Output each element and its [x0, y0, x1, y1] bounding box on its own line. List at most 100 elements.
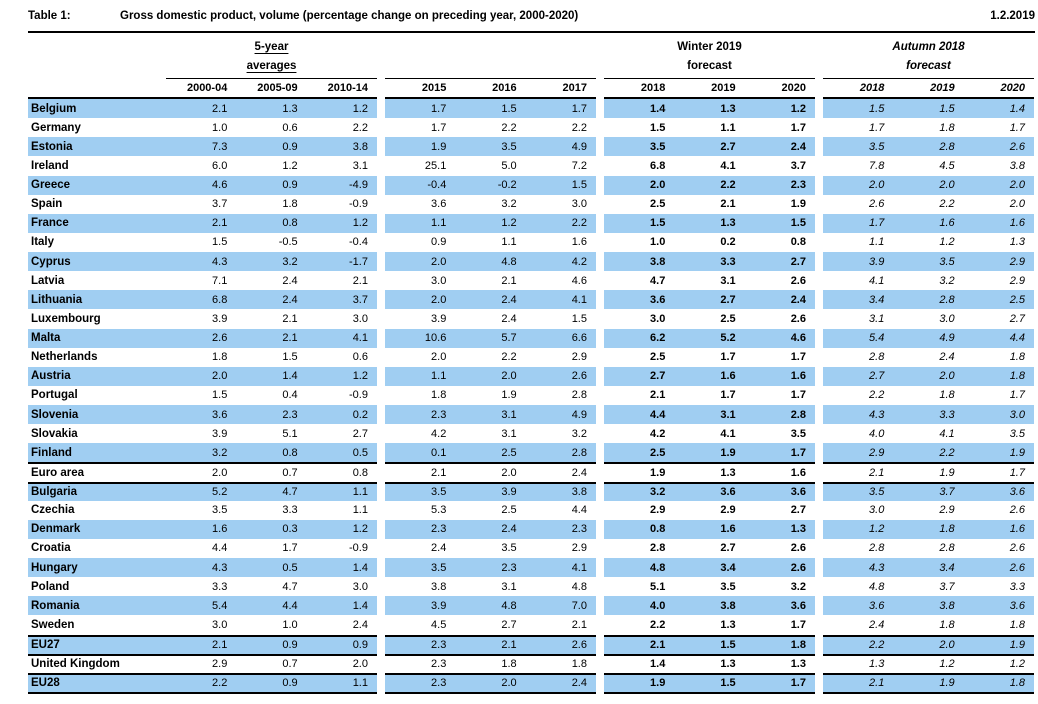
table-row: 4.2 3.1 3.2	[385, 424, 596, 443]
country-label: Lithuania	[31, 293, 83, 306]
value-cell: 4.7	[282, 580, 298, 593]
table-row: 4.0 3.8 3.6	[604, 596, 815, 616]
value-cell: 3.1	[352, 159, 368, 172]
value-cell: 2.7	[790, 255, 806, 268]
value-cell: 2.6	[869, 198, 885, 211]
table-row: -0.4 -0.2 1.5	[385, 175, 596, 195]
country-label: Slovakia	[31, 427, 78, 440]
year-header: 2018	[640, 82, 666, 94]
table-row: 3.2 3.6 3.6	[604, 481, 815, 501]
table-row: 3.4 2.8 2.5	[823, 290, 1034, 310]
year-header: 2020	[781, 82, 806, 94]
value-cell: 4.1	[720, 159, 736, 172]
value-cell: 2.2	[501, 351, 517, 364]
value-cell: 3.8	[1009, 159, 1025, 172]
value-cell: -0.5	[278, 236, 298, 249]
value-cell: 4.7	[650, 274, 666, 287]
value-cell: 1.0	[282, 618, 298, 631]
value-cell: 0.1	[431, 446, 447, 459]
value-cell: 1.3	[720, 217, 736, 230]
table-row: 10.6 5.7 6.6	[385, 328, 596, 348]
value-cell: 2.6	[790, 561, 806, 574]
value-cell: 3.5	[431, 561, 447, 574]
value-cell: 2.1	[501, 639, 517, 652]
value-cell: 2.5	[1009, 293, 1025, 306]
value-cell: 3.5	[790, 427, 806, 440]
value-cell: 0.8	[282, 446, 298, 459]
value-cell: 0.6	[352, 351, 368, 364]
value-cell: 1.9	[790, 198, 806, 211]
table-row: Italy 1.5 -0.5 -0.4	[28, 233, 377, 252]
value-cell: 4.9	[571, 408, 587, 421]
value-cell: 1.8	[282, 198, 298, 211]
table-row: Luxembourg 3.9 2.1 3.0	[28, 309, 377, 328]
winter-group-label: Winter 2019 forecast	[604, 33, 815, 79]
table-row: 2.1 1.9 1.8	[823, 672, 1034, 692]
country-label: Romania	[31, 599, 80, 612]
table-row: 0.1 2.5 2.8	[385, 443, 596, 463]
value-cell: 1.2	[869, 523, 885, 536]
value-cell: 4.1	[939, 427, 955, 440]
value-cell: 3.1	[501, 408, 517, 421]
value-cell: 1.3	[720, 658, 736, 671]
country-label: Hungary	[31, 561, 78, 574]
value-cell: 2.2	[650, 618, 666, 631]
table-row: 2.5 1.7 1.7	[604, 348, 815, 367]
table-row: 1.7 2.2 2.2	[385, 118, 596, 137]
year-header-row: 2018 2019 2020	[604, 79, 815, 99]
value-cell: 0.8	[352, 466, 368, 479]
table-row: Croatia 4.4 1.7 -0.9	[28, 539, 377, 558]
value-cell: 3.0	[431, 274, 447, 287]
table-row: 2.7 1.6 1.6	[604, 366, 815, 386]
value-cell: 1.7	[431, 102, 447, 115]
table-row: 1.7 1.6 1.6	[823, 213, 1034, 233]
group-autumn-rows: 1.5 1.5 1.4 1.7 1.8 1.7 3.5 2.8 2.6 7.8 4.5 3.8 2.0 2…	[823, 99, 1034, 694]
value-cell: 2.4	[352, 618, 368, 631]
value-cell: 5.2	[212, 486, 228, 499]
value-cell: 2.1	[501, 274, 517, 287]
table-row: Latvia 7.1 2.4 2.1	[28, 271, 377, 290]
value-cell: 3.5	[650, 140, 666, 153]
value-cell: 1.6	[790, 370, 806, 383]
value-cell: 2.4	[501, 312, 517, 325]
value-cell: 1.5	[282, 351, 298, 364]
value-cell: 1.8	[431, 389, 447, 402]
country-label: Austria	[31, 370, 71, 383]
value-cell: 3.8	[352, 140, 368, 153]
value-cell: 4.8	[869, 580, 885, 593]
value-cell: 2.8	[939, 542, 955, 555]
value-cell: 2.0	[1009, 179, 1025, 192]
value-cell: 1.5	[720, 639, 736, 652]
table-row: Belgium 2.1 1.3 1.2	[28, 99, 377, 119]
value-cell: 4.6	[571, 274, 587, 287]
group-winter-rows: 1.4 1.3 1.2 1.5 1.1 1.7 3.5 2.7 2.4 6.8 4.1 3.7 2.0 2…	[604, 99, 815, 694]
value-cell: 0.2	[352, 408, 368, 421]
value-cell: 2.3	[431, 408, 447, 421]
table-row: 2.3 2.0 2.4	[385, 672, 596, 692]
value-cell: 2.2	[869, 639, 885, 652]
value-cell: 3.2	[571, 427, 587, 440]
value-cell: -0.4	[427, 179, 447, 192]
value-cell: 4.1	[869, 274, 885, 287]
value-cell: 1.2	[352, 523, 368, 536]
value-cell: 4.9	[939, 332, 955, 345]
value-cell: 2.1	[352, 274, 368, 287]
page-title: Gross domestic product, volume (percenta…	[120, 10, 579, 22]
value-cell: 2.0	[431, 255, 447, 268]
table-row: 2.5 1.9 1.7	[604, 443, 815, 463]
value-cell: 1.5	[939, 102, 955, 115]
value-cell: 1.5	[212, 236, 228, 249]
year-header: 2016	[492, 82, 517, 94]
table-row: 3.8 3.1 4.8	[385, 577, 596, 596]
country-label: Czechia	[31, 504, 75, 517]
table-row: 1.7 1.5 1.7	[385, 99, 596, 119]
value-cell: 3.8	[571, 486, 587, 499]
value-cell: 2.6	[790, 542, 806, 555]
gdp-table: 5-year averages 2000-04 2005-09 2010-14 …	[28, 31, 1035, 694]
value-cell: 3.5	[212, 504, 228, 517]
value-cell: 2.7	[720, 542, 736, 555]
value-cell: 2.1	[650, 639, 666, 652]
report-date: 1.2.2019	[990, 10, 1035, 22]
value-cell: 2.6	[571, 370, 587, 383]
